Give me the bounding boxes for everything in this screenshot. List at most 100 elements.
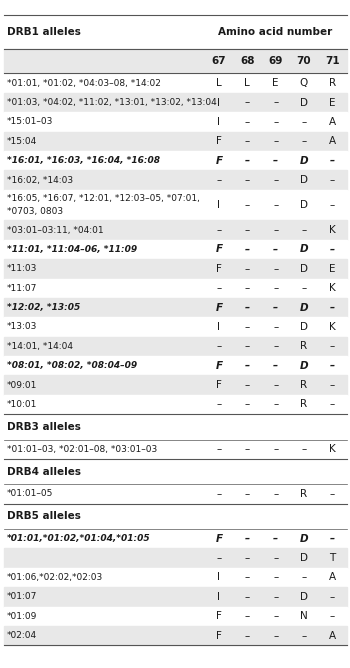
- Text: 70: 70: [297, 57, 311, 66]
- Text: –: –: [273, 225, 278, 235]
- Text: K: K: [329, 225, 336, 235]
- Text: F: F: [216, 136, 222, 146]
- Text: –: –: [273, 341, 278, 351]
- Text: Q: Q: [300, 78, 308, 88]
- Text: –: –: [273, 553, 278, 563]
- Text: I: I: [217, 200, 220, 210]
- Text: *15:01–03: *15:01–03: [7, 118, 53, 126]
- Text: –: –: [273, 175, 278, 185]
- Text: D: D: [300, 322, 308, 332]
- Text: –: –: [330, 399, 335, 409]
- Bar: [4, 529, 346, 548]
- Bar: [4, 317, 346, 337]
- Text: F: F: [215, 361, 223, 371]
- Text: –: –: [216, 444, 222, 454]
- Text: *03:01–03:11, *04:01: *03:01–03:11, *04:01: [7, 226, 104, 234]
- Text: –: –: [245, 244, 250, 255]
- Text: D: D: [300, 175, 308, 185]
- Text: –: –: [216, 489, 222, 499]
- Text: –: –: [245, 225, 250, 235]
- Text: –: –: [245, 322, 250, 332]
- Text: *16:02, *14:03: *16:02, *14:03: [7, 176, 73, 184]
- Text: –: –: [216, 553, 222, 563]
- Text: D: D: [300, 264, 308, 274]
- Text: –: –: [273, 631, 278, 641]
- Text: *13:03: *13:03: [7, 323, 37, 331]
- Bar: [4, 440, 346, 459]
- Text: –: –: [245, 611, 250, 621]
- Bar: [4, 170, 346, 190]
- Bar: [4, 93, 346, 112]
- Text: I: I: [217, 117, 220, 127]
- Text: –: –: [245, 303, 250, 313]
- Text: –: –: [245, 399, 250, 409]
- Text: –: –: [216, 283, 222, 293]
- Text: A: A: [329, 631, 336, 641]
- Text: DRB5 alleles: DRB5 alleles: [7, 512, 81, 521]
- Text: –: –: [273, 264, 278, 274]
- Bar: [4, 414, 346, 440]
- Text: *11:07: *11:07: [7, 284, 37, 293]
- Text: I: I: [217, 322, 220, 332]
- Text: E: E: [329, 98, 336, 108]
- Text: R: R: [300, 380, 308, 390]
- Text: F: F: [215, 244, 223, 255]
- Text: –: –: [273, 98, 278, 108]
- Text: –: –: [216, 225, 222, 235]
- Text: –: –: [216, 175, 222, 185]
- Text: –: –: [273, 361, 278, 371]
- Text: –: –: [273, 156, 278, 166]
- Text: –: –: [273, 399, 278, 409]
- Text: –: –: [273, 592, 278, 602]
- Text: –: –: [273, 611, 278, 621]
- Text: R: R: [300, 489, 308, 499]
- Text: *15:04: *15:04: [7, 137, 37, 146]
- Text: 67: 67: [212, 57, 226, 66]
- Text: –: –: [273, 572, 278, 582]
- Text: 68: 68: [240, 57, 254, 66]
- Text: –: –: [273, 283, 278, 293]
- Text: I: I: [217, 572, 220, 582]
- Text: R: R: [329, 78, 336, 88]
- Text: D: D: [300, 592, 308, 602]
- Bar: [4, 459, 346, 484]
- Text: *01:01, *01:02, *04:03–08, *14:02: *01:01, *01:02, *04:03–08, *14:02: [7, 79, 161, 88]
- Text: *01:01–03, *02:01–08, *03:01–03: *01:01–03, *02:01–08, *03:01–03: [7, 445, 157, 454]
- Text: –: –: [273, 136, 278, 146]
- Text: –: –: [301, 572, 307, 582]
- Text: –: –: [301, 117, 307, 127]
- Text: F: F: [216, 264, 222, 274]
- Text: N: N: [300, 611, 308, 621]
- Text: *16:01, *16:03, *16:04, *16:08: *16:01, *16:03, *16:04, *16:08: [7, 156, 160, 165]
- Text: –: –: [216, 341, 222, 351]
- Text: *10:01: *10:01: [7, 400, 37, 409]
- Text: *12:02, *13:05: *12:02, *13:05: [7, 303, 80, 312]
- Bar: [4, 607, 346, 626]
- Text: –: –: [245, 264, 250, 274]
- Text: –: –: [245, 489, 250, 499]
- Text: D: D: [300, 156, 308, 166]
- Text: –: –: [273, 322, 278, 332]
- Bar: [4, 151, 346, 170]
- Text: E: E: [272, 78, 279, 88]
- Text: DRB3 alleles: DRB3 alleles: [7, 422, 81, 432]
- Text: D: D: [300, 98, 308, 108]
- Text: R: R: [300, 399, 308, 409]
- Text: *01:01–05: *01:01–05: [7, 490, 53, 498]
- Text: D: D: [300, 534, 308, 544]
- Text: –: –: [301, 444, 307, 454]
- Text: D: D: [300, 244, 308, 255]
- Text: –: –: [330, 380, 335, 390]
- Text: –: –: [273, 117, 278, 127]
- Bar: [4, 587, 346, 607]
- Text: –: –: [273, 380, 278, 390]
- Text: 71: 71: [325, 57, 340, 66]
- Text: –: –: [273, 303, 278, 313]
- Text: –: –: [330, 611, 335, 621]
- Text: F: F: [216, 631, 222, 641]
- Text: –: –: [245, 534, 250, 544]
- Bar: [4, 548, 346, 568]
- Text: –: –: [245, 283, 250, 293]
- Text: –: –: [301, 136, 307, 146]
- Text: I: I: [217, 98, 220, 108]
